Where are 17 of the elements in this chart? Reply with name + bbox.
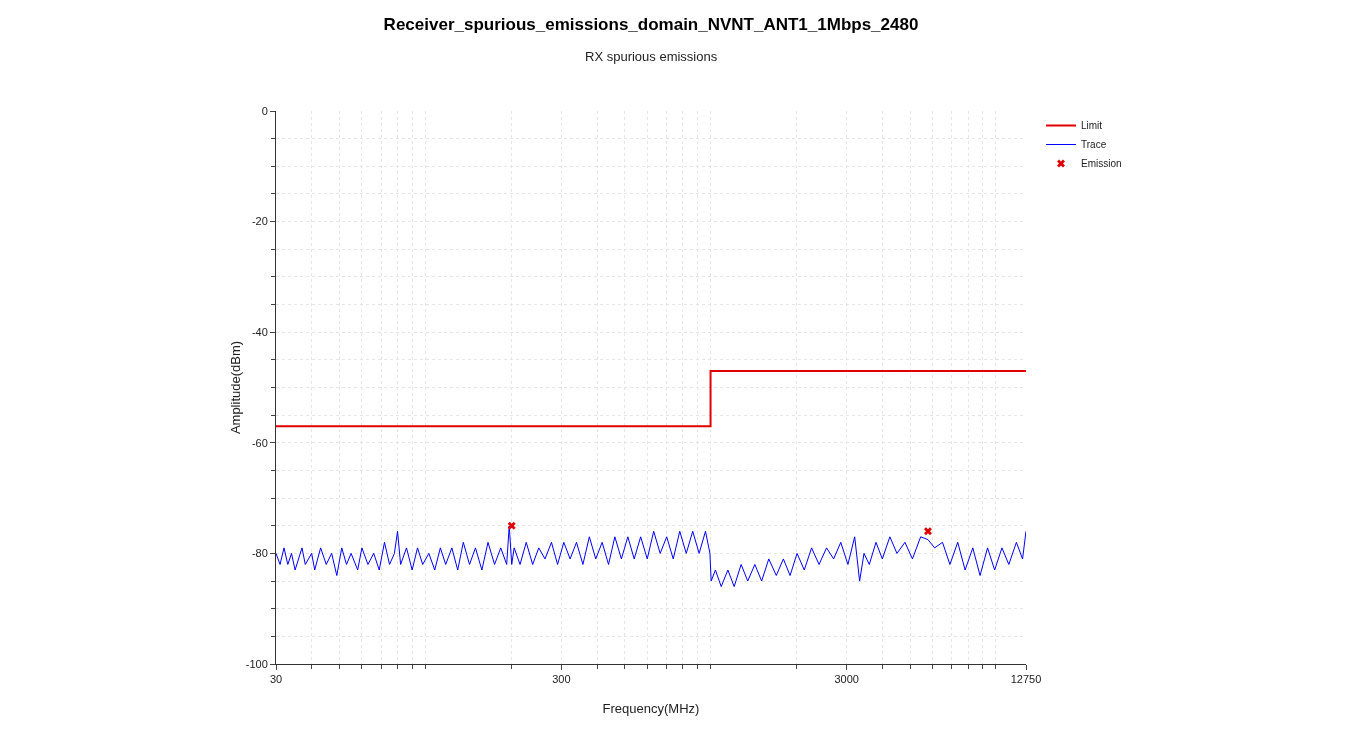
x-tick-label: 3000 (834, 673, 859, 686)
y-tick-label: 0 (261, 104, 268, 117)
y-tick-label: -20 (251, 215, 268, 228)
y-tick-label: -100 (245, 657, 268, 670)
x-tick-label: 300 (552, 673, 571, 686)
y-tick-label: -80 (251, 547, 268, 560)
x-tick-label: 12750 (1010, 673, 1042, 686)
legend-label: Trace (1081, 139, 1107, 151)
legend-label: Limit (1081, 120, 1103, 132)
chart-subtitle: RX spurious emissions (585, 49, 718, 64)
legend-label: Emission (1081, 158, 1122, 170)
y-tick-label: -60 (251, 436, 268, 449)
y-tick-label: -40 (251, 326, 268, 339)
chart-title: Receiver_spurious_emissions_domain_NVNT_ANT1_1Mbps_2480 (383, 15, 919, 35)
x-axis-title: Frequency(MHz) (602, 701, 700, 716)
y-axis-title: Amplitude(dBm) (228, 340, 243, 435)
x-tick-label: 30 (269, 673, 283, 686)
